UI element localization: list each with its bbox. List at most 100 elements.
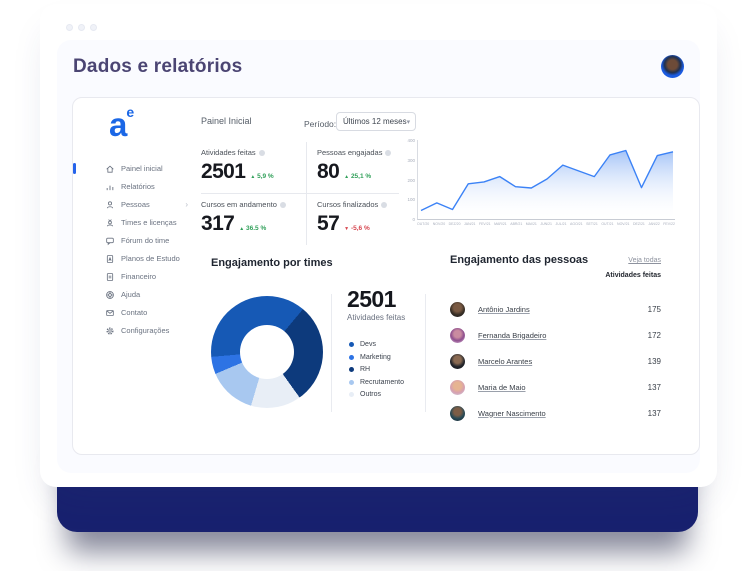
x-tick-label: NOV/21 xyxy=(617,222,630,226)
x-tick-label: SET/21 xyxy=(586,222,598,226)
sidebar-item-label: Configurações xyxy=(121,326,170,336)
sidebar-item-painel-inicial[interactable]: Painel inicial xyxy=(73,162,188,176)
legend-label: Outros xyxy=(360,391,382,399)
sidebar-item-relatorios[interactable]: Relatórios xyxy=(92,180,188,194)
sidebar-menu: Painel inicial Relatórios Pessoas › xyxy=(73,162,188,338)
person-activities: 139 xyxy=(647,356,661,366)
arrow-up-icon: ▲ xyxy=(250,174,256,180)
x-tick-label: FEV/21 xyxy=(478,222,491,226)
see-all-link[interactable]: Veja todas xyxy=(628,257,661,264)
sidebar-item-contato[interactable]: Contato xyxy=(92,306,188,320)
legend-item: Devs xyxy=(349,341,404,348)
window-dot xyxy=(66,24,73,31)
sidebar-item-financeiro[interactable]: Financeiro xyxy=(92,270,188,284)
person-activities: 137 xyxy=(647,408,661,418)
person-row: Maria de Maio 137 xyxy=(450,374,661,400)
kpi-atividades-feitas: Atividades feitas 2501 ▲ 5,9 % xyxy=(201,142,306,193)
legend-label: RH xyxy=(360,366,371,374)
info-icon[interactable] xyxy=(258,149,265,156)
info-icon[interactable] xyxy=(279,201,286,208)
sidebar-item-label: Financeiro xyxy=(121,272,157,282)
x-tick-label: FEV/22 xyxy=(663,222,675,226)
teams-section-title: Engajamento por times xyxy=(211,257,333,269)
kpi-value: 2501 xyxy=(201,160,246,183)
section-label: Painel Inicial xyxy=(201,116,252,126)
period-label: Período: xyxy=(304,119,337,129)
sidebar-item-forum-do-time[interactable]: Fórum do time xyxy=(92,234,188,248)
y-tick-label: 200 xyxy=(407,177,415,183)
team-icon xyxy=(104,217,115,228)
divider xyxy=(425,294,426,412)
home-icon xyxy=(104,163,115,174)
x-tick-label: JAN/21 xyxy=(464,222,476,226)
x-tick-label: DEZ/20 xyxy=(448,222,461,226)
info-icon[interactable] xyxy=(385,149,392,156)
person-activities: 175 xyxy=(647,304,661,314)
legend-label: Recrutamento xyxy=(360,378,404,386)
window-controls xyxy=(66,24,97,31)
arrow-up-icon: ▲ xyxy=(344,174,350,180)
area-chart-svg xyxy=(420,149,674,220)
kpi-label: Pessoas engajadas xyxy=(317,148,383,157)
teams-legend: Devs Marketing RH Recrutamento Outros xyxy=(349,341,404,398)
sidebar-item-label: Ajuda xyxy=(121,290,141,300)
person-row: Marcelo Arantes 139 xyxy=(450,348,661,374)
period-dropdown[interactable]: Últimos 12 meses ▾ xyxy=(336,112,416,131)
x-axis-labels: OUT/20 NOV/20 DEZ/20 JAN/21 FEV/21 MAR/21 ABR/… xyxy=(417,222,675,226)
person-row: Fernanda Brigadeiro 172 xyxy=(450,322,661,348)
person-avatar xyxy=(450,327,465,343)
x-tick-label: NOV/20 xyxy=(432,222,446,226)
arrow-down-icon: ▼ xyxy=(344,226,350,232)
sidebar-item-configuracoes[interactable]: Configurações xyxy=(92,324,188,338)
dashboard-card: ae Painel inicial Relatórios Pessoas xyxy=(72,97,700,455)
sidebar-item-times-e-licencas[interactable]: Times e licenças xyxy=(92,216,188,230)
sidebar-item-label: Contato xyxy=(121,308,148,318)
plot-area xyxy=(417,140,675,220)
person-avatar xyxy=(450,405,465,421)
legend-dot xyxy=(349,392,354,398)
sidebar: ae Painel inicial Relatórios Pessoas xyxy=(73,98,195,454)
person-link[interactable]: Wagner Nascimento xyxy=(478,408,546,418)
person-link[interactable]: Fernanda Brigadeiro xyxy=(478,330,547,340)
person-link[interactable]: Marcelo Arantes xyxy=(478,356,533,366)
legend-item: Marketing xyxy=(349,354,404,361)
window-dot xyxy=(90,24,97,31)
kpi-delta: ▲ 5,9 % xyxy=(250,173,273,180)
person-avatar xyxy=(450,379,465,395)
people-section-title: Engajamento das pessoas xyxy=(450,254,589,266)
sidebar-item-label: Relatórios xyxy=(121,182,155,192)
chevron-down-icon: ▾ xyxy=(406,118,411,126)
person-link[interactable]: Maria de Maio xyxy=(478,382,526,392)
sidebar-item-ajuda[interactable]: Ajuda xyxy=(92,288,188,302)
kpi-delta-value: 25,1 % xyxy=(350,173,372,180)
logo-sup: e xyxy=(126,103,135,120)
user-avatar[interactable] xyxy=(661,55,684,78)
person-activities: 172 xyxy=(647,330,661,340)
people-section: Engajamento das pessoas Veja todas Ativi… xyxy=(450,254,661,426)
teams-donut-chart xyxy=(211,296,323,408)
x-tick-label: DEZ/21 xyxy=(632,222,645,226)
browser-window: Dados e relatórios ae Painel inicial Rel… xyxy=(40,4,717,487)
person-row: Antônio Jardins 175 xyxy=(450,296,661,322)
kpi-pessoas-engajadas: Pessoas engajadas 80 ▲ 25,1 % xyxy=(306,142,399,193)
y-tick-label: 100 xyxy=(407,197,415,203)
kpi-value: 80 xyxy=(317,160,340,183)
sidebar-item-label: Pessoas xyxy=(121,200,150,210)
person-row: Wagner Nascimento 137 xyxy=(450,400,661,426)
person-link[interactable]: Antônio Jardins xyxy=(478,304,530,314)
activities-area-chart: 400 300 200 100 0 xyxy=(403,138,681,226)
study-plan-icon xyxy=(104,253,115,264)
sidebar-item-pessoas[interactable]: Pessoas › xyxy=(92,198,188,212)
teams-total-label: Atividades feitas xyxy=(347,313,406,322)
info-icon[interactable] xyxy=(381,201,388,208)
kpi-label: Cursos em andamento xyxy=(201,200,277,209)
page-title: Dados e relatórios xyxy=(73,56,243,77)
y-tick-label: 300 xyxy=(407,157,415,163)
kpi-delta: ▼ -5,6 % xyxy=(344,225,370,232)
kpi-label: Atividades feitas xyxy=(201,148,256,157)
logo: ae xyxy=(109,105,135,141)
sidebar-item-planos-de-estudo[interactable]: Planos de Estudo xyxy=(92,252,188,266)
arrow-up-icon: ▲ xyxy=(239,226,245,232)
legend-item: Outros xyxy=(349,391,404,398)
